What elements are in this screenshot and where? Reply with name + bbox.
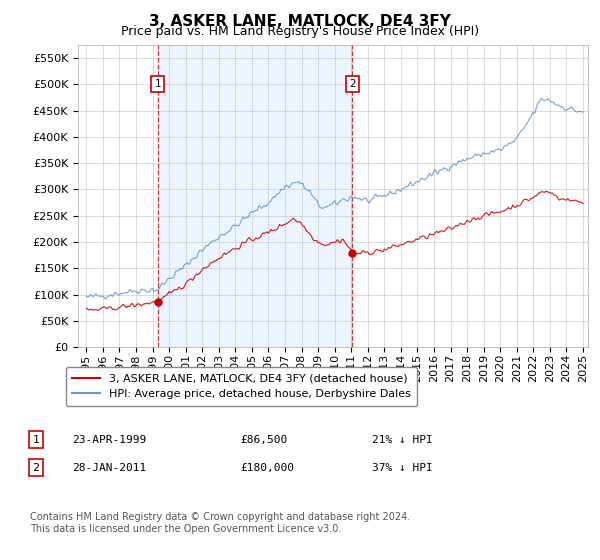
Text: 23-APR-1999: 23-APR-1999 [72,435,146,445]
Text: 2: 2 [32,463,40,473]
Text: 1: 1 [154,80,161,89]
Bar [158,45,352,347]
Text: 3, ASKER LANE, MATLOCK, DE4 3FY: 3, ASKER LANE, MATLOCK, DE4 3FY [149,14,451,29]
Text: £180,000: £180,000 [240,463,294,473]
Text: 37% ↓ HPI: 37% ↓ HPI [372,463,433,473]
Text: 2: 2 [349,80,356,89]
Text: Contains HM Land Registry data © Crown copyright and database right 2024.
This d: Contains HM Land Registry data © Crown c… [30,512,410,534]
Text: 21% ↓ HPI: 21% ↓ HPI [372,435,433,445]
Text: 1: 1 [32,435,40,445]
Text: Price paid vs. HM Land Registry's House Price Index (HPI): Price paid vs. HM Land Registry's House … [121,25,479,38]
Text: 28-JAN-2011: 28-JAN-2011 [72,463,146,473]
Legend: 3, ASKER LANE, MATLOCK, DE4 3FY (detached house), HPI: Average price, detached h: 3, ASKER LANE, MATLOCK, DE4 3FY (detache… [65,367,418,406]
Text: £86,500: £86,500 [240,435,287,445]
